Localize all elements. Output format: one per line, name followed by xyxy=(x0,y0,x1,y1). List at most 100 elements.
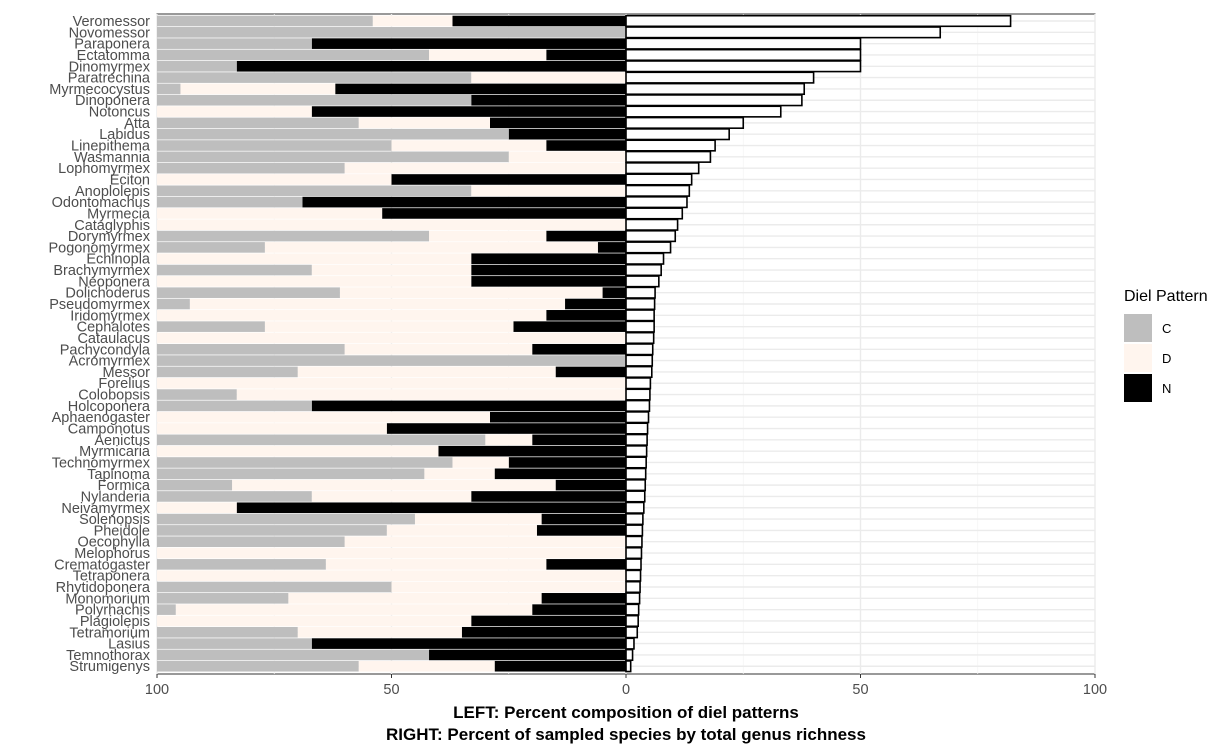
richness-bar-iridomyrmex xyxy=(625,309,655,322)
x-tick-label: 50 xyxy=(383,682,399,698)
genus-label-rhytidoponera: Rhytidoponera xyxy=(56,580,151,596)
legend: Diel Pattern C D N xyxy=(1124,288,1208,402)
genus-label-paratrechina: Paratrechina xyxy=(68,71,151,87)
bar-n-polyrhachis xyxy=(532,604,626,615)
bar-d-nylanderia xyxy=(311,491,472,502)
bar-c-temnothorax xyxy=(157,649,430,661)
bar-c-myrmecocystus xyxy=(157,83,181,95)
genus-label-aphaenogaster: Aphaenogaster xyxy=(52,410,151,426)
bar-d-forelius xyxy=(157,377,626,389)
bar-n-solenopsis xyxy=(541,513,626,525)
bar-n-ectatomma xyxy=(546,49,626,61)
bar-c-tapinoma xyxy=(157,468,425,480)
richness-bar-messor xyxy=(625,365,653,379)
bar-c-odontomachus xyxy=(157,196,303,208)
legend-key-d xyxy=(1124,344,1152,372)
bar-d-monomorium xyxy=(288,593,542,604)
richness-bar-paratrechina xyxy=(625,71,815,84)
bar-d-tetraponera xyxy=(157,570,626,581)
genus-label-melophorus: Melophorus xyxy=(74,546,150,562)
genus-label-paraponera: Paraponera xyxy=(74,37,151,53)
bar-c-paratrechina xyxy=(157,72,472,83)
bar-d-solenopsis xyxy=(414,513,542,525)
bar-n-formica xyxy=(555,479,626,491)
richness-bar-polyrhachis xyxy=(625,603,640,616)
bar-d-pachycondyla xyxy=(344,343,533,355)
bar-n-veromessor xyxy=(452,15,626,27)
genus-label-camponotus: Camponotus xyxy=(68,422,150,438)
bar-c-ectatomma xyxy=(157,49,430,61)
genus-label-acromyrmex: Acromyrmex xyxy=(69,354,151,370)
bars xyxy=(157,14,1012,673)
bar-n-plagiolepis xyxy=(471,615,626,627)
bar-d-iridomyrmex xyxy=(157,310,547,321)
bar-d-strumigenys xyxy=(358,660,495,672)
genus-label-myrmecia: Myrmecia xyxy=(87,206,151,222)
bar-d-linepithema xyxy=(391,140,547,151)
richness-bar-strumigenys xyxy=(625,660,632,673)
bar-c-lophomyrmex xyxy=(157,162,345,174)
bar-n-cephalotes xyxy=(513,321,626,332)
bar-n-pachycondyla xyxy=(532,343,626,355)
richness-bar-paraponera xyxy=(625,37,862,50)
bar-d-cataglyphis xyxy=(157,219,626,231)
bar-d-pseudomyrmex xyxy=(189,298,566,310)
richness-bar-brachymyrmex xyxy=(625,263,662,277)
richness-bar-monomorium xyxy=(625,592,641,605)
x-axis: 100 50 0 50 100 xyxy=(145,674,1107,698)
richness-bar-dinoponera xyxy=(625,94,803,107)
bar-c-linepithema xyxy=(157,140,392,151)
richness-bar-holcoponera xyxy=(625,399,651,412)
bar-n-dorymyrmex xyxy=(546,230,626,242)
bar-c-novomessor xyxy=(157,27,626,38)
bar-n-iridomyrmex xyxy=(546,310,626,321)
richness-bar-dinomyrmex xyxy=(625,60,862,73)
richness-bar-formica xyxy=(625,479,647,492)
bar-d-pogonomyrmex xyxy=(264,242,598,253)
bar-d-melophorus xyxy=(157,547,626,559)
genus-label-messor: Messor xyxy=(102,365,150,381)
bar-n-notoncus xyxy=(311,106,626,117)
bar-d-paratrechina xyxy=(471,72,626,83)
bar-n-camponotus xyxy=(386,423,626,434)
bar-d-cataulacus xyxy=(157,332,626,344)
bar-c-lasius xyxy=(157,638,312,649)
genus-label-tetramorium: Tetramorium xyxy=(69,625,150,641)
bar-d-cephalotes xyxy=(264,321,514,332)
bar-c-pogonomyrmex xyxy=(157,242,265,253)
richness-bar-cataulacus xyxy=(625,331,655,345)
bar-d-pheidole xyxy=(386,525,537,536)
genus-label-neivamyrmex: Neivamyrmex xyxy=(61,501,150,517)
genus-label-pogonomyrmex: Pogonomyrmex xyxy=(48,240,150,256)
richness-bar-technomyrmex xyxy=(625,456,647,469)
bar-n-neoponera xyxy=(471,276,626,287)
richness-bar-myrmicaria xyxy=(625,445,648,458)
bar-c-oecophylla xyxy=(157,536,345,548)
genus-label-myrmecocystus: Myrmecocystus xyxy=(49,82,150,98)
genus-label-labidus: Labidus xyxy=(99,127,150,143)
genus-label-wasmannia: Wasmannia xyxy=(74,150,151,166)
bar-d-veromessor xyxy=(372,15,453,27)
bar-d-wasmannia xyxy=(508,151,626,163)
genus-label-tetraponera: Tetraponera xyxy=(73,569,151,585)
bar-d-myrmecocystus xyxy=(180,83,336,95)
genus-label-plagiolepis: Plagiolepis xyxy=(80,614,150,630)
richness-bar-aenictus xyxy=(625,433,648,446)
bar-n-tapinoma xyxy=(494,468,626,480)
legend-key-n xyxy=(1124,374,1152,402)
richness-bar-notoncus xyxy=(625,105,782,118)
bar-c-colobopsis xyxy=(157,389,237,400)
genus-label-aenictus: Aenictus xyxy=(94,433,150,449)
bar-d-lophomyrmex xyxy=(344,162,626,174)
genus-label-linepithema: Linepithema xyxy=(71,139,151,155)
genus-label-anoplolepis: Anoplolepis xyxy=(75,184,150,200)
x-axis-title-left: LEFT: Percent composition of diel patter… xyxy=(453,703,799,722)
bar-c-messor xyxy=(157,366,298,378)
bar-n-dinomyrmex xyxy=(236,60,627,72)
bar-d-colobopsis xyxy=(236,389,627,400)
richness-bar-lasius xyxy=(625,637,635,650)
genus-label-pachycondyla: Pachycondyla xyxy=(60,342,151,358)
richness-bar-aphaenogaster xyxy=(625,411,650,424)
richness-bar-pheidole xyxy=(625,524,644,537)
